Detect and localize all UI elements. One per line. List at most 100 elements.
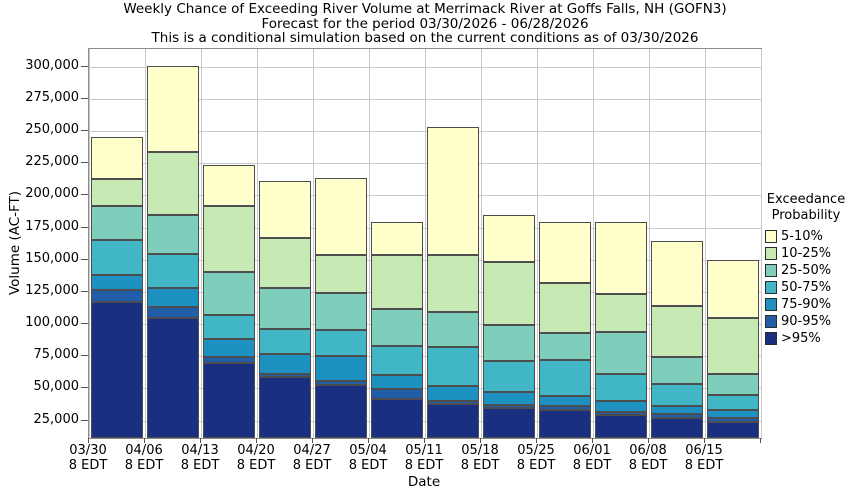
y-tick-mark [81,291,88,292]
x-tick-label: 06/08 8 EDT [620,443,676,473]
bar-segment [707,410,759,418]
bar-segment [651,306,703,357]
x-tick-mark [760,438,761,443]
bar-segment [651,357,703,384]
x-tick-date: 05/04 [349,443,387,458]
bar-segment [259,374,311,377]
bar-segment [371,255,423,309]
bar-segment [91,179,143,206]
y-tick-label: 200,000 [25,186,79,201]
plot-area [88,48,762,439]
legend-item: 10-25% [762,245,850,262]
legend-item-label: >95% [781,331,821,346]
x-tick-time: 8 EDT [180,457,220,473]
bar-segment [539,360,591,396]
y-tick-mark [81,387,88,388]
y-tick-mark [81,355,88,356]
gridline-x [593,49,594,438]
bar-segment [427,127,479,255]
legend-swatch [765,247,777,260]
legend-item: >95% [762,330,850,347]
bar-segment [427,386,479,401]
bar-segment [259,288,311,329]
gridline-y [89,292,761,293]
y-axis-label: Volume (AC-FT) [7,190,23,296]
bar-segment [651,406,703,414]
bar-segment [315,255,367,293]
bar-segment [651,384,703,406]
gridline-x [705,49,706,438]
bar-segment [203,315,255,339]
bar-segment [315,293,367,330]
gridline-x [257,49,258,438]
bar-segment [91,137,143,179]
x-tick-label: 04/20 8 EDT [228,443,284,473]
x-tick-label: 03/30 8 EDT [60,443,116,473]
bar-segment [315,330,367,356]
bar-segment [147,215,199,254]
x-tick-label: 04/27 8 EDT [284,443,340,473]
y-tick-mark [81,194,88,195]
x-tick-mark [536,438,537,443]
bar-segment [483,325,535,361]
y-tick-mark [81,259,88,260]
bar-segment [315,178,367,255]
legend-item-label: 75-90% [781,297,832,312]
bar-segment [539,396,591,406]
x-tick-mark [648,438,649,443]
bar-segment [91,240,143,275]
gridline-x [369,49,370,438]
gridline-y [89,421,761,422]
y-tick-mark [81,66,88,67]
y-tick-mark [81,323,88,324]
x-tick-date: 06/01 [573,443,611,458]
bar-segment [539,283,591,333]
legend-swatch [765,298,777,311]
x-tick-time: 8 EDT [684,457,724,473]
bar-segment [147,318,199,438]
chart-subtitle-period: Forecast for the period 03/30/2026 - 06/… [261,15,589,32]
legend: Exceedance Probability 5-10% 10-25% 25-50%… [762,192,850,347]
gridline-y [89,228,761,229]
x-tick-date: 04/13 [181,443,219,458]
bar-segment [203,206,255,272]
bar-segment [483,215,535,262]
bar-segment [259,377,311,438]
legend-item-label: 5-10% [781,229,823,244]
bar-segment [147,66,199,152]
y-tick-label: 250,000 [25,122,79,137]
gridline-y [89,195,761,196]
bar-segment [259,354,311,374]
bar-segment [595,412,647,415]
bar-segment [483,361,535,392]
x-tick-mark [144,438,145,443]
gridline-y [89,163,761,164]
gridline-x [425,49,426,438]
y-tick-label: 75,000 [33,347,80,362]
x-tick-time: 8 EDT [516,457,556,473]
bar-segment [203,357,255,363]
gridline-y [89,388,761,389]
gridline-y [89,67,761,68]
bar-segment [315,356,367,381]
gridline-x [537,49,538,438]
bar-segment [707,260,759,318]
chart-title: Weekly Chance of Exceeding River Volume … [123,1,727,17]
legend-item: 75-90% [762,296,850,313]
bar-segment [483,262,535,325]
bar-segment [427,312,479,347]
x-tick-mark [256,438,257,443]
x-tick-time: 8 EDT [628,457,668,473]
gridline-x [145,49,146,438]
legend-item: 90-95% [762,313,850,330]
y-tick-mark [81,98,88,99]
bar-segment [371,346,423,375]
x-tick-date: 05/25 [517,443,555,458]
bar-segment [371,389,423,399]
bar-segment [651,241,703,306]
x-tick-time: 8 EDT [124,457,164,473]
bar-segment [595,222,647,294]
bar-segment [539,222,591,283]
bar-segment [203,363,255,438]
